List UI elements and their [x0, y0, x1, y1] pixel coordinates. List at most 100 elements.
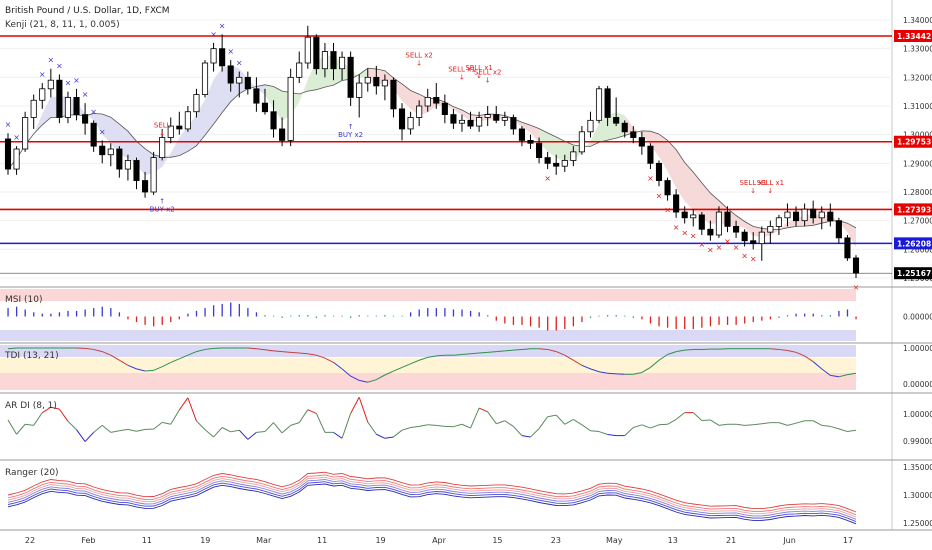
candle — [476, 111, 483, 132]
ardi-line-segment — [67, 420, 77, 431]
buy-x-marker: × — [65, 79, 72, 88]
candle-body — [287, 76, 294, 141]
ardi-line-segment — [25, 423, 34, 426]
candle — [364, 68, 371, 92]
price-tag: 1.25167 — [894, 267, 932, 280]
candle — [458, 114, 466, 132]
msi-bar — [110, 308, 112, 317]
x-tick-label: Jun — [782, 536, 796, 545]
msi-bar — [358, 315, 360, 317]
msi-bar — [769, 316, 772, 320]
ardi-line-segment — [590, 430, 600, 433]
candle — [758, 226, 765, 261]
msi-bar — [718, 316, 720, 325]
ardi-line-segment — [401, 427, 411, 431]
ardi-line-segment — [101, 424, 112, 433]
candle — [510, 114, 517, 135]
candle — [810, 200, 817, 224]
ardi-line-segment — [744, 424, 754, 426]
tdi-line-segment — [795, 351, 805, 357]
ardi-line-segment — [692, 412, 703, 421]
candle — [330, 42, 337, 81]
candle — [775, 214, 782, 235]
candle — [673, 189, 680, 218]
ardi-line-segment — [641, 424, 651, 429]
candle-body — [724, 211, 731, 227]
candle — [715, 206, 723, 238]
candle — [90, 120, 97, 152]
candle — [767, 220, 774, 244]
candle-body — [261, 102, 269, 113]
candle-body — [356, 82, 363, 98]
candle-body — [30, 99, 37, 118]
tdi-line-segment — [367, 379, 377, 383]
candle-body — [818, 211, 825, 219]
signal-label: SELL x2 — [474, 69, 502, 77]
ardi-line-segment — [478, 407, 488, 413]
candle — [261, 88, 269, 115]
candle-body — [638, 137, 645, 147]
candle-body — [536, 142, 543, 158]
msi-bar — [829, 315, 832, 317]
msi-band-bottom — [0, 330, 856, 341]
tdi-line-segment — [341, 368, 351, 377]
tdi-title: TDI (13, 21) — [4, 351, 59, 361]
msi-bar — [178, 316, 181, 320]
ardi-line-segment — [461, 423, 471, 429]
candle-body — [741, 231, 748, 242]
buy-x-marker: × — [39, 70, 46, 79]
candle — [124, 154, 131, 181]
tdi-line-segment — [641, 367, 651, 373]
candle — [655, 160, 663, 187]
candle — [441, 94, 448, 124]
candle-body — [690, 214, 697, 219]
x-tick-label: 15 — [492, 536, 502, 545]
candle-body — [450, 114, 457, 124]
cloud-edge-line — [7, 67, 857, 231]
tdi-line-segment — [247, 347, 257, 350]
candle-body — [236, 76, 243, 84]
ardi-line-segment — [119, 428, 128, 432]
candle — [73, 88, 80, 121]
candle — [193, 88, 200, 118]
sell-x-marker: × — [681, 229, 688, 238]
ardi-line-segment — [718, 423, 728, 426]
msi-bar — [384, 315, 386, 317]
ranger-series-line — [7, 474, 857, 516]
candle — [236, 71, 243, 98]
msi-bar — [307, 315, 309, 317]
ardi-line-segment — [667, 418, 677, 425]
msi-bar — [238, 303, 240, 317]
ranger-series-line — [7, 476, 857, 518]
candle — [792, 206, 800, 227]
candle — [424, 88, 431, 112]
ardi-line-segment — [33, 412, 43, 426]
msi-bar — [118, 312, 121, 317]
msi-bar — [332, 315, 335, 317]
candle — [587, 111, 594, 138]
candle — [544, 151, 551, 170]
msi-bar — [521, 316, 523, 325]
candle-body — [544, 157, 551, 164]
candle — [638, 131, 645, 155]
x-tick-label: May — [606, 536, 623, 545]
tdi-line-segment — [93, 348, 103, 353]
msi-bar — [435, 308, 437, 317]
msi-bar — [641, 316, 643, 320]
tdi-line-segment — [607, 372, 617, 375]
candle — [39, 83, 46, 109]
ardi-line-segment — [787, 422, 797, 426]
tdi-line-segment — [436, 354, 445, 357]
candle-body — [339, 56, 346, 70]
msi-bar — [144, 316, 146, 325]
candle — [852, 255, 860, 278]
candle-body — [758, 231, 765, 244]
msi-bar — [589, 316, 592, 318]
msi-bar — [101, 306, 103, 317]
msi-bar — [855, 316, 857, 320]
candle — [570, 146, 577, 167]
candle-body — [553, 162, 560, 167]
tdi-line-segment — [539, 348, 548, 350]
msi-bar — [127, 316, 129, 320]
